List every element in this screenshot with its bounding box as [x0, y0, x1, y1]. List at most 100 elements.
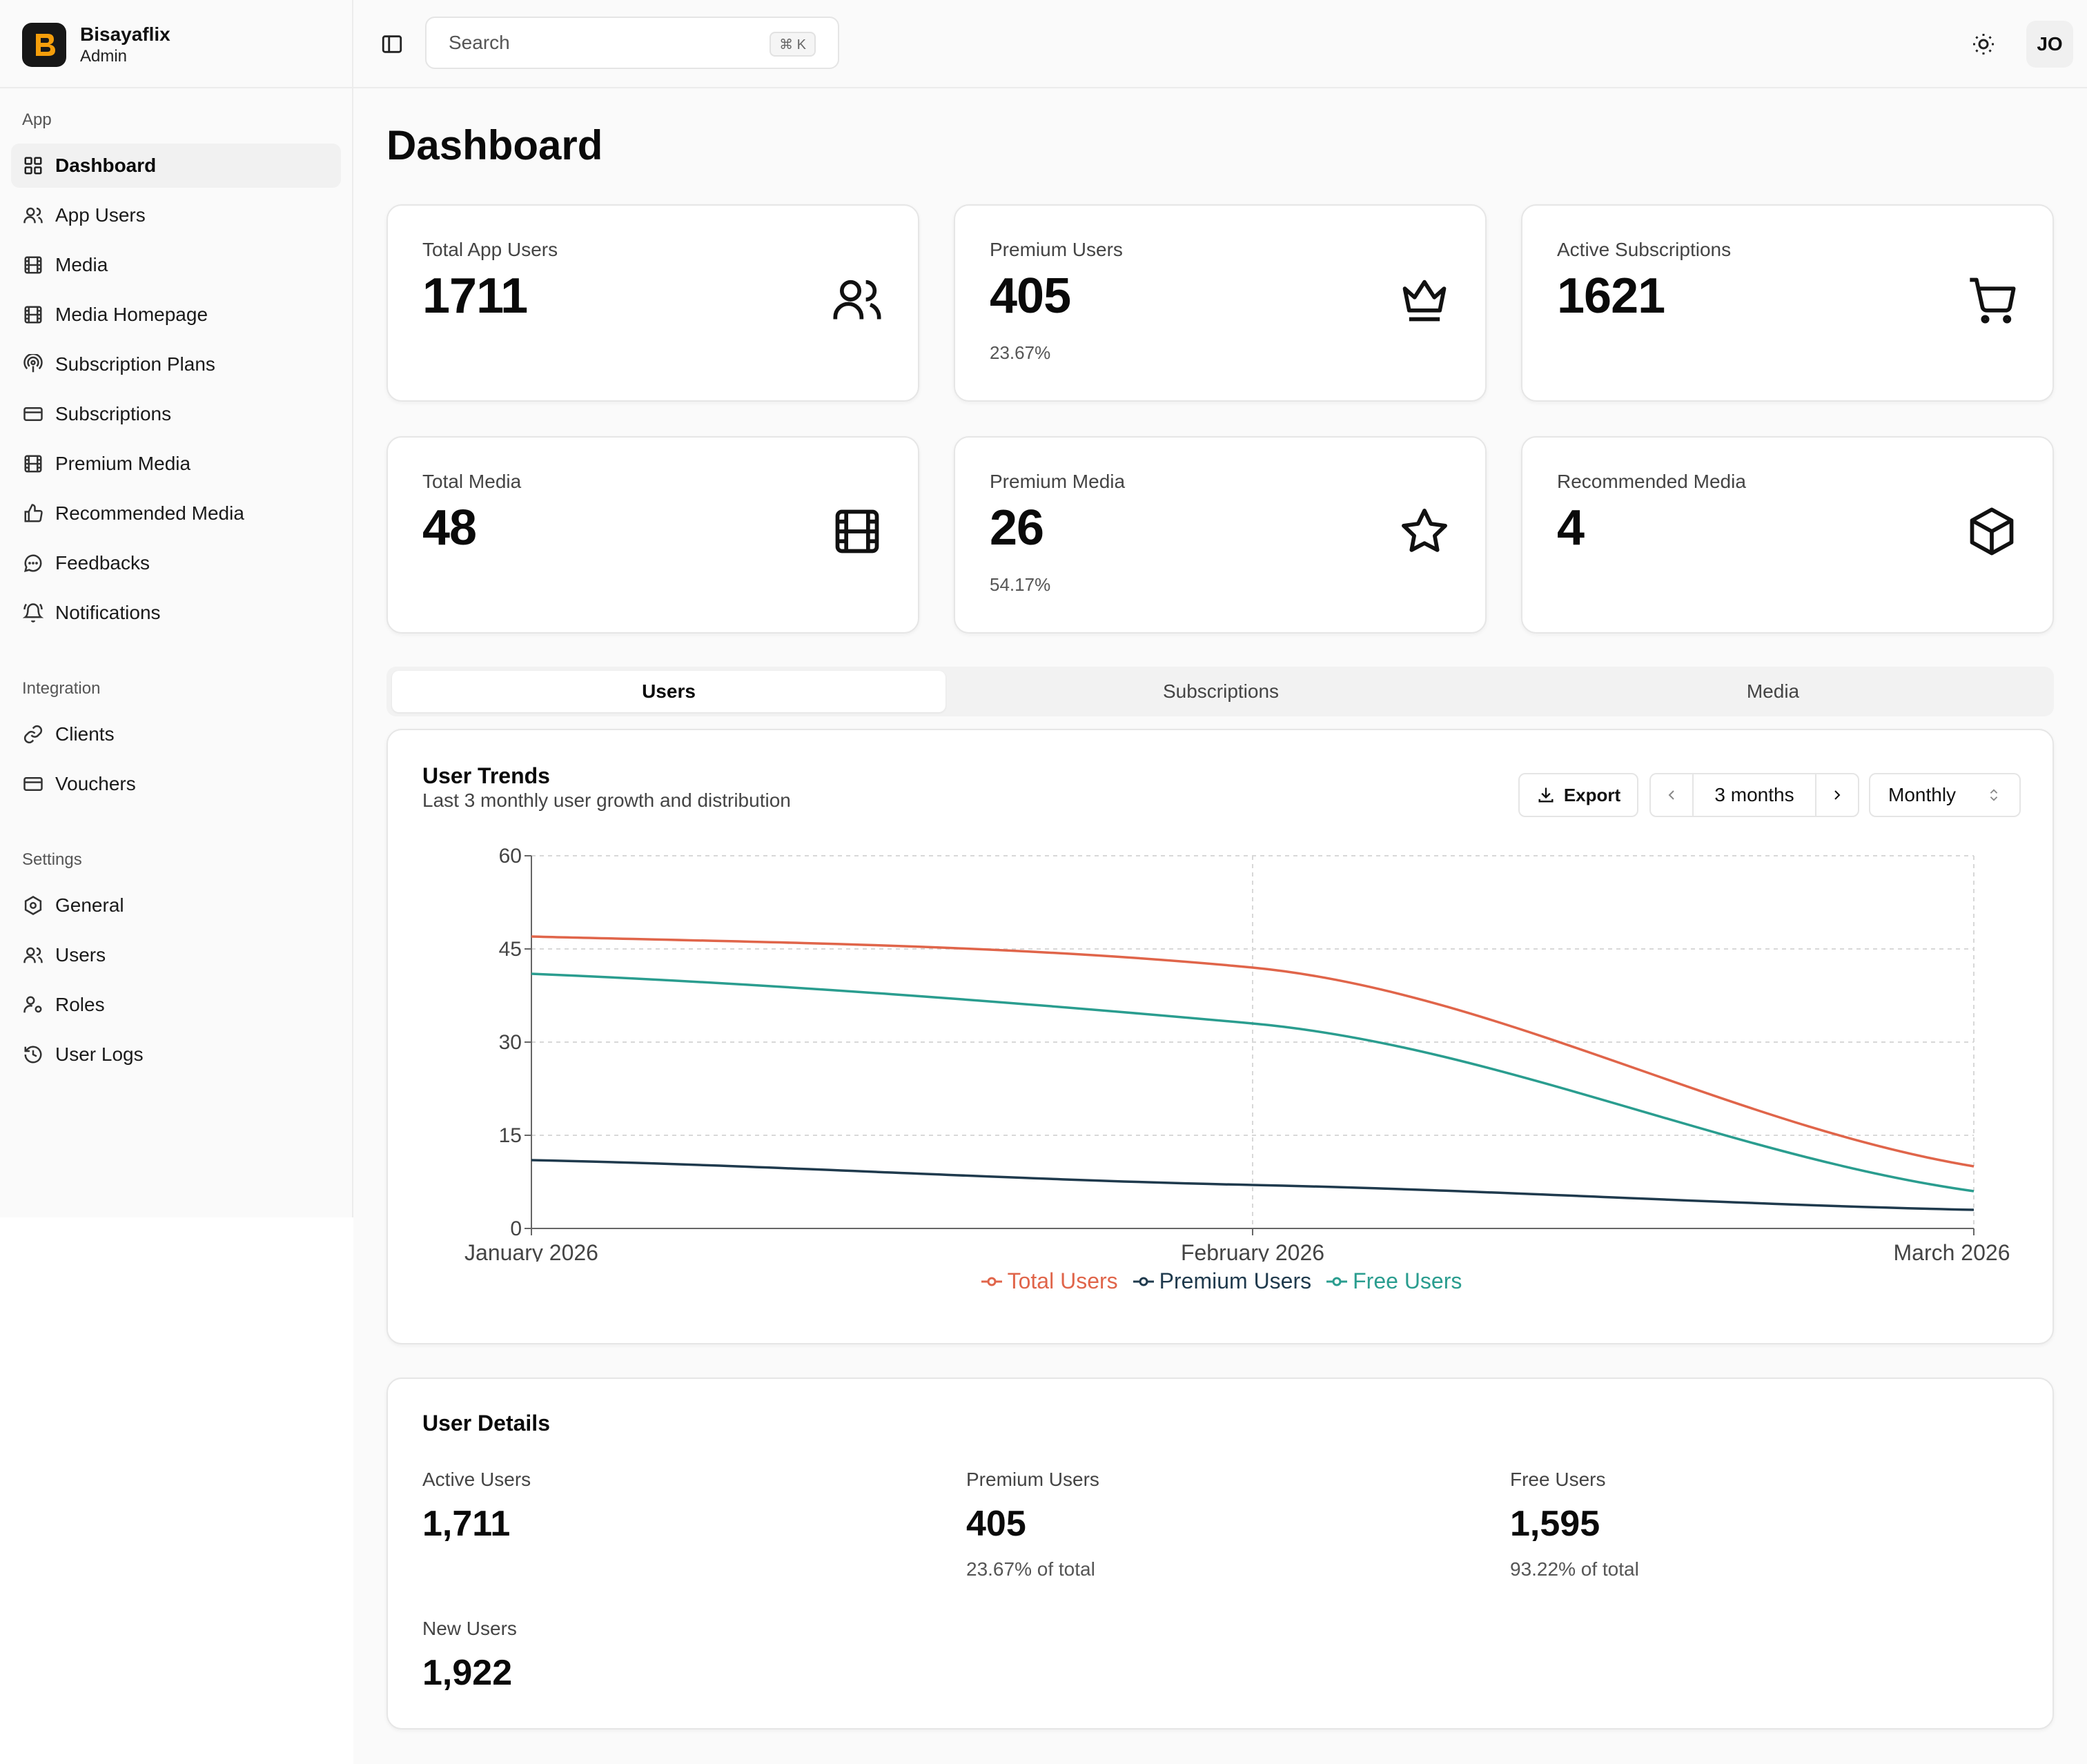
tab-media[interactable]: Media [1746, 680, 1800, 702]
sidebar-group-integration: Integration [22, 679, 101, 698]
detail-label: New Users [422, 1618, 517, 1639]
stat-card-premium-users: Premium Users 405 23.67% [954, 204, 1487, 402]
period-select[interactable]: Monthly [1869, 773, 2021, 817]
chart-legend: Total Users Premium Users Free Users [388, 1268, 2055, 1294]
detail-percentage: 93.22% of total [1510, 1558, 1639, 1580]
details-title: User Details [422, 1411, 550, 1435]
detail-value: 405 [966, 1504, 1026, 1544]
sidebar-item-general[interactable]: General [11, 883, 341, 928]
stat-label: Recommended Media [1557, 471, 1746, 492]
sidebar-item-clients[interactable]: Clients [11, 712, 341, 756]
stat-card-premium-media: Premium Media 26 54.17% [954, 436, 1487, 634]
stat-percentage: 54.17% [990, 574, 1051, 595]
sidebar-item-user-logs[interactable]: User Logs [11, 1032, 341, 1077]
sidebar-item-media[interactable]: Media [11, 243, 341, 287]
tab-users[interactable]: Users [392, 671, 945, 712]
top-bar: Search ⌘ K JO [353, 0, 2087, 88]
sidebar-item-label: Notifications [55, 602, 161, 623]
credit-card-icon [22, 773, 44, 795]
film-icon [22, 254, 44, 276]
sidebar-item-dashboard[interactable]: Dashboard [11, 144, 341, 188]
legend-label: Premium Users [1159, 1268, 1312, 1293]
detail-new-users: New Users 1,922 [422, 1618, 517, 1694]
sidebar: Bisayaflix Admin App Dashboard App Users… [0, 0, 353, 1217]
brand-name: Bisayaflix [80, 23, 170, 45]
sidebar-item-label: Subscription Plans [55, 353, 215, 375]
users-icon [22, 204, 44, 226]
stat-value: 48 [422, 500, 477, 556]
user-details-card: User Details Active Users 1,711 Premium … [386, 1378, 2054, 1729]
stat-label: Total App Users [422, 239, 558, 260]
podcast-icon [22, 353, 44, 375]
stat-value: 1711 [422, 268, 528, 324]
film-icon [830, 504, 885, 559]
sidebar-item-vouchers[interactable]: Vouchers [11, 762, 341, 806]
sidebar-item-users[interactable]: Users [11, 933, 341, 977]
users-icon [22, 944, 44, 966]
y-tick-label: 0 [510, 1217, 522, 1240]
y-tick-label: 60 [499, 845, 522, 868]
legend-marker-icon [981, 1277, 1002, 1286]
stat-value: 405 [990, 268, 1071, 324]
sidebar-item-feedbacks[interactable]: Feedbacks [11, 541, 341, 585]
export-button[interactable]: Export [1518, 773, 1638, 817]
range-prev-button[interactable] [1651, 774, 1694, 816]
theme-toggle-button[interactable] [1968, 29, 1999, 59]
sidebar-footer-area [0, 1217, 353, 1764]
brand[interactable]: Bisayaflix Admin [22, 22, 170, 68]
panel-left-icon [382, 35, 402, 53]
legend-marker-icon [1326, 1277, 1348, 1286]
history-icon [22, 1043, 44, 1066]
stat-value: 1621 [1557, 268, 1665, 324]
detail-value: 1,711 [422, 1504, 511, 1544]
sidebar-group-settings: Settings [22, 850, 82, 869]
export-label: Export [1563, 784, 1621, 805]
stat-value: 4 [1557, 500, 1585, 556]
y-tick-label: 30 [499, 1031, 522, 1054]
stat-label: Premium Media [990, 471, 1126, 492]
x-tick-label: February 2026 [1181, 1240, 1324, 1262]
sidebar-item-label: Dashboard [55, 155, 157, 176]
range-label: 3 months [1714, 784, 1794, 805]
sidebar-item-recommended-media[interactable]: Recommended Media [11, 491, 341, 536]
sidebar-item-app-users[interactable]: App Users [11, 193, 341, 237]
legend-label: Free Users [1353, 1268, 1462, 1293]
detail-free-users: Free Users 1,595 93.22% of total [1510, 1469, 1639, 1580]
stat-label: Premium Users [990, 239, 1123, 260]
settings-icon [22, 894, 44, 917]
detail-active-users: Active Users 1,711 [422, 1469, 531, 1545]
search-input[interactable]: Search ⌘ K [425, 17, 839, 69]
chart-subtitle: Last 3 monthly user growth and distribut… [422, 790, 791, 811]
tab-subscriptions[interactable]: Subscriptions [1162, 680, 1280, 702]
detail-value: 1,595 [1510, 1504, 1600, 1544]
sidebar-item-notifications[interactable]: Notifications [11, 591, 341, 635]
legend-item[interactable]: Free Users [1326, 1268, 1462, 1294]
stat-card-total-media: Total Media 48 [386, 436, 919, 634]
sidebar-toggle-button[interactable] [378, 30, 406, 58]
credit-card-icon [22, 403, 44, 425]
chevrons-up-down-icon [1990, 789, 1998, 801]
sidebar-item-label: Feedbacks [55, 552, 150, 574]
y-tick-label: 15 [499, 1124, 522, 1147]
sidebar-item-label: Premium Media [55, 453, 191, 474]
page-title: Dashboard [386, 122, 603, 168]
legend-item[interactable]: Premium Users [1133, 1268, 1311, 1294]
chart-title: User Trends [422, 763, 550, 788]
sidebar-item-label: Vouchers [55, 773, 136, 794]
sidebar-item-media-homepage[interactable]: Media Homepage [11, 293, 341, 337]
detail-premium-users: Premium Users 405 23.67% of total [966, 1469, 1099, 1580]
avatar[interactable]: JO [2026, 21, 2073, 68]
sidebar-item-subscription-plans[interactable]: Subscription Plans [11, 342, 341, 386]
detail-value: 1,922 [422, 1653, 513, 1693]
sidebar-item-subscriptions[interactable]: Subscriptions [11, 392, 341, 436]
range-next-button[interactable] [1815, 774, 1858, 816]
sidebar-item-label: Roles [55, 994, 105, 1015]
sidebar-item-premium-media[interactable]: Premium Media [11, 442, 341, 486]
layout-grid-icon [22, 155, 44, 177]
y-tick-label: 45 [499, 938, 522, 961]
sidebar-item-label: Subscriptions [55, 403, 172, 424]
stat-card-active-subscriptions: Active Subscriptions 1621 [1521, 204, 2054, 402]
sidebar-divider [0, 87, 353, 88]
legend-item[interactable]: Total Users [981, 1268, 1118, 1294]
sidebar-item-roles[interactable]: Roles [11, 983, 341, 1027]
